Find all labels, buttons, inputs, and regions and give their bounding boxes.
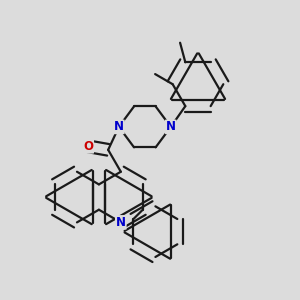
Text: O: O — [83, 140, 93, 153]
Text: N: N — [166, 120, 176, 134]
Text: N: N — [116, 216, 126, 229]
Text: N: N — [114, 120, 124, 134]
